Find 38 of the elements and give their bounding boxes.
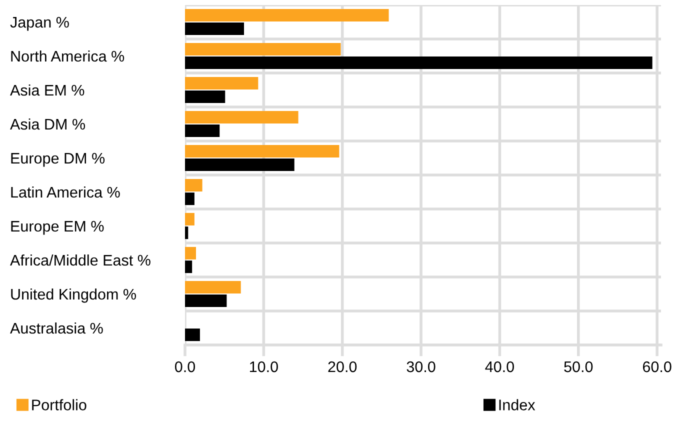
- y-tick-label: Asia DM %: [10, 118, 86, 130]
- bar: [185, 144, 340, 158]
- bar: [185, 212, 194, 226]
- x-tick-label: 20.0: [328, 361, 357, 372]
- bar: [185, 158, 294, 172]
- bar: [185, 192, 194, 206]
- x-tick-label: 40.0: [485, 361, 514, 372]
- bar: [185, 260, 192, 274]
- y-tick-label: Africa/Middle East %: [10, 254, 150, 266]
- bar: [185, 42, 341, 56]
- y-tick-label: Latin America %: [11, 186, 120, 198]
- legend-label: Portfolio: [32, 399, 86, 410]
- y-tick-label: North America %: [11, 50, 124, 62]
- bar: [185, 280, 241, 294]
- x-tick-label: 50.0: [564, 361, 593, 372]
- bar: [185, 246, 196, 260]
- bar: [185, 90, 226, 104]
- bar: [185, 8, 389, 22]
- bar: [185, 294, 227, 308]
- bar: [185, 178, 202, 192]
- bar: [185, 110, 298, 124]
- y-tick-label: Europe DM %: [11, 152, 105, 167]
- y-tick-label: Asia EM %: [10, 84, 84, 96]
- bar: [185, 76, 258, 90]
- x-tick-label: 30.0: [406, 361, 436, 372]
- x-tick-label: 0.0: [174, 361, 196, 372]
- y-tick-label: Japan %: [10, 16, 69, 31]
- bar: [185, 226, 188, 240]
- bar: [185, 22, 244, 36]
- x-tick-label: 10.0: [250, 361, 278, 372]
- bar: [185, 328, 200, 342]
- y-tick-label: Europe EM %: [11, 220, 104, 235]
- bar: [185, 56, 652, 70]
- bar: [185, 124, 220, 138]
- y-tick-label: Australasia %: [10, 322, 103, 334]
- legend-label: Index: [499, 399, 536, 410]
- x-tick-label: 60.0: [642, 361, 672, 372]
- y-tick-label: United Kingdom %: [11, 288, 136, 303]
